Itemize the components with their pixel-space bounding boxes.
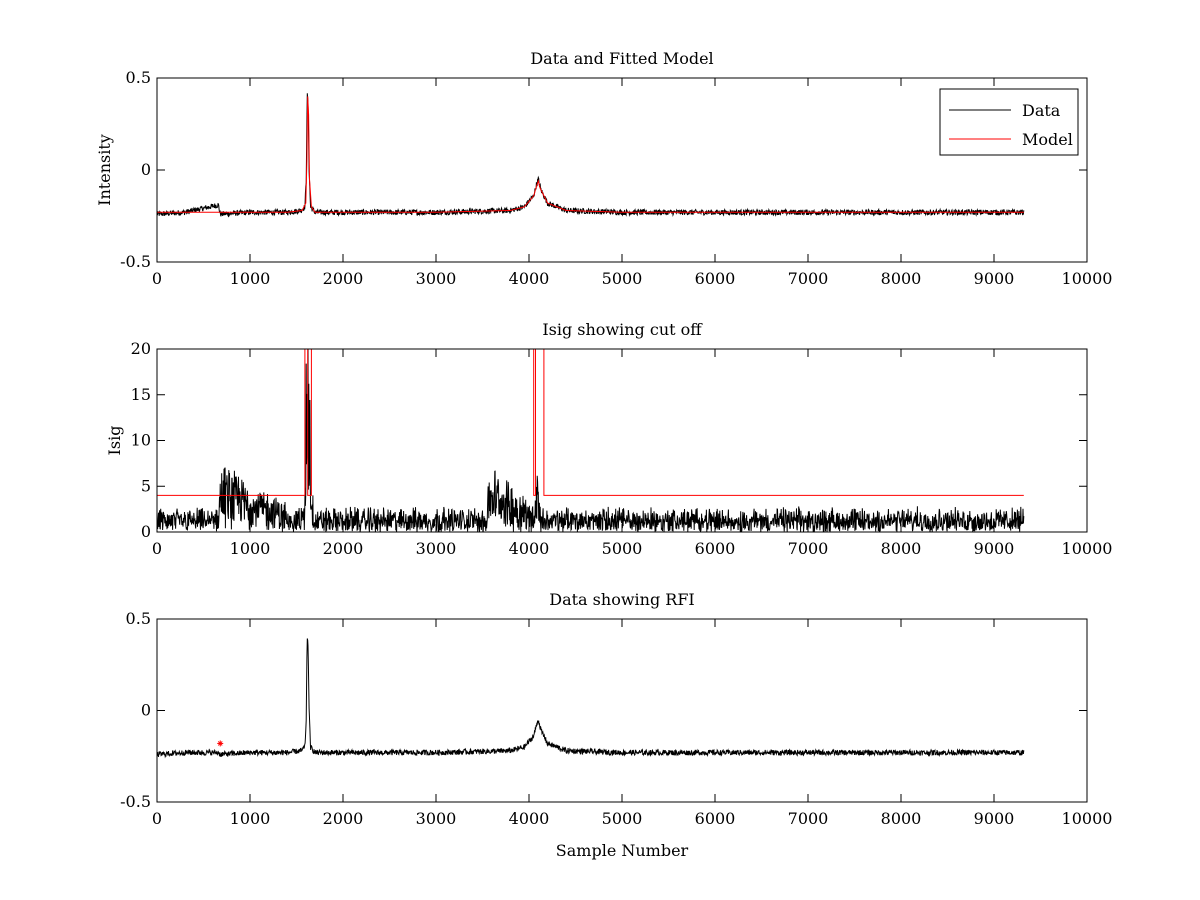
x-axis-label: Sample Number: [556, 841, 689, 860]
legend: Data Model: [939, 88, 1079, 156]
x-tick-label: 6000: [695, 809, 736, 828]
x-tick-label: 0: [152, 809, 162, 828]
x-tick-label: 4000: [509, 269, 550, 288]
y-axis-label: Isig: [105, 426, 124, 456]
y-tick-label: 0: [141, 522, 151, 541]
x-tick-label: 9000: [974, 539, 1015, 558]
x-tick-label: 6000: [695, 539, 736, 558]
chart-title: Isig showing cut off: [542, 320, 703, 339]
x-tick-label: 8000: [881, 809, 922, 828]
x-tick-label: 2000: [323, 269, 364, 288]
y-tick-label: 20: [131, 339, 151, 358]
series-group: [157, 93, 1025, 218]
series-isig-line: [157, 349, 1025, 532]
chart-title: Data and Fitted Model: [530, 49, 713, 68]
y-tick-label: -0.5: [120, 792, 151, 811]
x-tick-label: 10000: [1062, 269, 1113, 288]
chart-panel-1: 0 1000 2000 3000 4000 5000 6000 7000 8000 9000 100…: [95, 49, 1112, 288]
x-tick-label: 3000: [416, 269, 457, 288]
x-tick-label: 10000: [1062, 809, 1113, 828]
chart-title: Data showing RFI: [549, 590, 694, 609]
series-rfi-marker: [217, 740, 224, 747]
y-tick-label: 5: [141, 476, 151, 495]
x-tick-label: 3000: [416, 539, 457, 558]
y-axis-label: Intensity: [95, 134, 114, 206]
x-tick-label: 3000: [416, 809, 457, 828]
y-tick-label: 0.5: [126, 68, 151, 87]
x-tick-label: 6000: [695, 269, 736, 288]
legend-label: Data: [1022, 101, 1061, 120]
y-tick-label: 0.5: [126, 609, 151, 628]
x-tick-label: 9000: [974, 269, 1015, 288]
x-tick-label: 5000: [602, 539, 643, 558]
x-tick-label: 0: [152, 539, 162, 558]
x-tick-label: 1000: [230, 809, 271, 828]
x-tick-label: 1000: [230, 269, 271, 288]
y-tick-label: -0.5: [120, 252, 151, 271]
series-model-line: [157, 96, 1024, 213]
x-tick-label: 8000: [881, 269, 922, 288]
x-tick-label: 10000: [1062, 539, 1113, 558]
plot-area: [157, 78, 1087, 262]
legend-label: Model: [1022, 130, 1073, 149]
legend-box: [939, 88, 1079, 156]
x-tick-label: 7000: [788, 809, 829, 828]
x-tick-label: 5000: [602, 809, 643, 828]
y-tick-label: 15: [131, 385, 151, 404]
x-tick-label: 8000: [881, 539, 922, 558]
y-tick-label: 0: [141, 160, 151, 179]
x-tick-label: 9000: [974, 809, 1015, 828]
y-tick-label: 10: [131, 431, 151, 450]
x-tick-label: 2000: [323, 539, 364, 558]
series-data-line: [157, 638, 1025, 759]
x-tick-label: 7000: [788, 269, 829, 288]
x-tick-label: 4000: [509, 539, 550, 558]
x-tick-label: 4000: [509, 809, 550, 828]
x-tick-label: 1000: [230, 539, 271, 558]
chart-panel-3: 0 1000 2000 3000 4000 5000 6000 7000 8000 9000 100…: [120, 590, 1112, 860]
x-tick-label: 7000: [788, 539, 829, 558]
series-data-line: [157, 93, 1025, 218]
chart-panel-2: 0 1000 2000 3000 4000 5000 6000 7000 8000 9000 100…: [105, 320, 1112, 558]
x-tick-label: 5000: [602, 269, 643, 288]
plot-area: [157, 619, 1087, 802]
series-group: [157, 349, 1025, 532]
y-tick-label: 0: [141, 701, 151, 720]
x-tick-label: 0: [152, 269, 162, 288]
plot-area: [157, 349, 1087, 532]
series-group: [157, 638, 1025, 759]
x-tick-label: 2000: [323, 809, 364, 828]
